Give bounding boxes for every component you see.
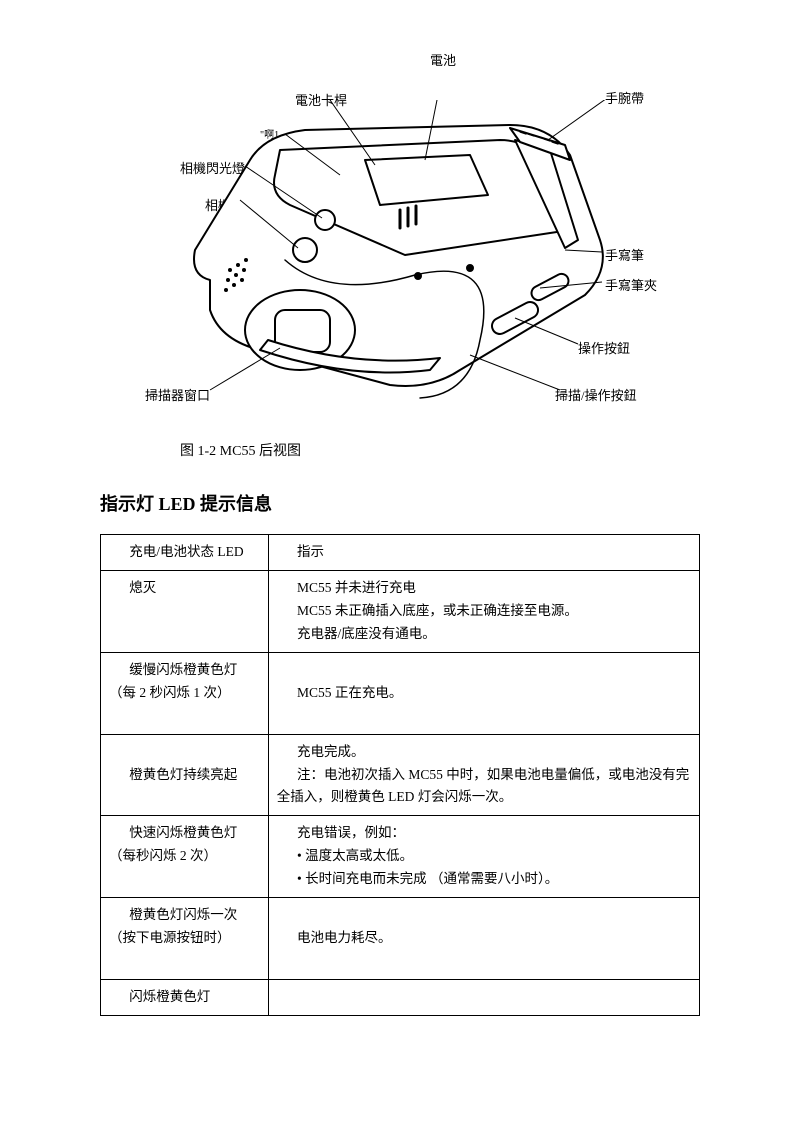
- figure-caption: 图 1-2 MC55 后视图: [180, 440, 700, 460]
- th-col2: 指示: [268, 535, 699, 571]
- device-diagram: 電池 電池卡桿 手腕帶 "啊1 - 相機閃光燈 相機 手寫筆 手寫筆夾 操作按鈕…: [100, 30, 700, 430]
- table-row: 缓慢闪烁橙黄色灯 （每 2 秒闪烁 1 次） MC55 正在充电。: [101, 652, 700, 734]
- led-table: 充电/电池状态 LED 指示 熄灭 MC55 并未进行充电MC55 未正确插入底…: [100, 534, 700, 1016]
- label-battery: 電池: [430, 50, 456, 69]
- table-row: 橙黄色灯持续亮起 充电完成。注：电池初次插入 MC55 中时，如果电池电量偏低，…: [101, 734, 700, 816]
- table-row: 闪烁橙黄色灯: [101, 980, 700, 1016]
- th-col1: 充电/电池状态 LED: [101, 535, 269, 571]
- table-row: 快速闪烁橙黄色灯 （每秒闪烁 2 次） 充电错误，例如：• 温度太高或太低。• …: [101, 816, 700, 898]
- section-title: 指示灯 LED 提示信息: [100, 490, 700, 516]
- table-row: 熄灭 MC55 并未进行充电MC55 未正确插入底座，或未正确连接至电源。充电器…: [101, 570, 700, 652]
- table-header-row: 充电/电池状态 LED 指示: [101, 535, 700, 571]
- table-row: 橙黄色灯闪烁一次 （按下电源按钮时） 电池电力耗尽。: [101, 898, 700, 980]
- device-illustration: [170, 100, 630, 410]
